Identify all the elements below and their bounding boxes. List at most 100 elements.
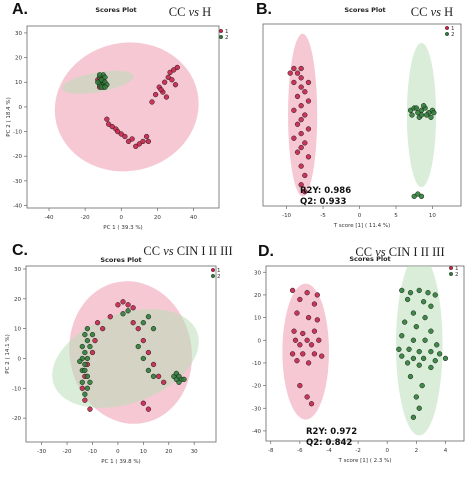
x-axis-label: T score [1] ( 11.4 %) bbox=[333, 223, 390, 229]
point-class-1 bbox=[130, 320, 136, 326]
point-class-1 bbox=[311, 301, 318, 307]
point-class-1 bbox=[150, 361, 157, 368]
legend-marker-2 bbox=[218, 35, 223, 40]
point-class-1 bbox=[311, 351, 318, 357]
x-tick-label: 0 bbox=[116, 449, 120, 455]
point-class-2 bbox=[416, 287, 422, 294]
x-tick-label: -6 bbox=[297, 448, 303, 454]
point-class-2 bbox=[428, 303, 434, 309]
point-class-2 bbox=[102, 84, 108, 90]
point-class-1 bbox=[294, 70, 301, 76]
point-class-1 bbox=[135, 325, 141, 332]
legend-marker-1 bbox=[449, 266, 454, 271]
point-class-2 bbox=[84, 337, 91, 344]
y-tick-label: -20 bbox=[13, 154, 22, 160]
point-class-1 bbox=[289, 351, 296, 357]
point-class-1 bbox=[125, 302, 131, 308]
point-class-1 bbox=[308, 342, 315, 348]
point-class-1 bbox=[109, 123, 115, 130]
legend-marker-2 bbox=[449, 272, 454, 277]
y-tick-label: 10 bbox=[14, 327, 21, 333]
legend-label-2: 2 bbox=[455, 272, 459, 278]
point-class-1 bbox=[294, 358, 300, 364]
point-class-2 bbox=[87, 343, 93, 350]
point-class-1 bbox=[294, 310, 300, 316]
point-class-2 bbox=[409, 112, 415, 118]
point-class-1 bbox=[305, 314, 312, 321]
point-class-2 bbox=[396, 346, 402, 352]
y-tick-label: -10 bbox=[12, 386, 21, 392]
point-class-2 bbox=[432, 358, 438, 364]
legend-label-1: 1 bbox=[225, 29, 229, 35]
point-class-2 bbox=[96, 72, 103, 78]
point-class-1 bbox=[297, 342, 303, 348]
point-class-1 bbox=[291, 107, 297, 113]
point-class-2 bbox=[84, 355, 91, 362]
point-class-1 bbox=[152, 91, 159, 98]
point-class-2 bbox=[410, 337, 417, 343]
point-class-1 bbox=[143, 133, 150, 140]
point-class-1 bbox=[311, 328, 318, 334]
point-class-1 bbox=[92, 337, 98, 344]
point-class-1 bbox=[298, 84, 304, 90]
point-class-2 bbox=[87, 379, 93, 385]
point-class-2 bbox=[420, 355, 427, 362]
point-class-1 bbox=[298, 182, 304, 188]
point-class-1 bbox=[305, 154, 312, 160]
point-class-2 bbox=[82, 391, 88, 397]
legend-marker-1 bbox=[210, 268, 215, 273]
y-tick-label: 20 bbox=[254, 293, 261, 299]
point-class-1 bbox=[100, 325, 106, 332]
point-class-2 bbox=[98, 77, 105, 83]
point-class-1 bbox=[136, 141, 143, 147]
point-class-1 bbox=[133, 143, 139, 150]
x-tick-label: 0 bbox=[120, 215, 124, 221]
point-class-1 bbox=[125, 138, 132, 145]
plot-title: Scores Plot bbox=[349, 255, 390, 263]
legend-marker-2 bbox=[210, 274, 215, 279]
point-class-2 bbox=[82, 331, 88, 338]
point-class-2 bbox=[442, 355, 449, 362]
y-tick-label: 10 bbox=[254, 316, 261, 322]
point-class-2 bbox=[404, 360, 411, 366]
point-class-1 bbox=[291, 79, 297, 86]
point-class-1 bbox=[104, 116, 110, 122]
point-class-2 bbox=[423, 112, 430, 118]
point-class-2 bbox=[82, 367, 88, 374]
point-class-2 bbox=[421, 103, 427, 109]
y-tick-label: -40 bbox=[252, 429, 261, 435]
point-class-1 bbox=[305, 126, 312, 132]
y-tick-label: -20 bbox=[252, 384, 261, 390]
point-class-2 bbox=[125, 308, 131, 314]
legend-label-2: 2 bbox=[217, 274, 221, 280]
point-class-1 bbox=[79, 385, 85, 391]
point-class-1 bbox=[300, 351, 306, 357]
point-class-2 bbox=[422, 337, 428, 343]
panel-label: A. bbox=[12, 1, 28, 18]
legend-label-1: 1 bbox=[455, 266, 459, 272]
point-class-1 bbox=[308, 401, 315, 407]
point-class-1 bbox=[115, 128, 121, 135]
x-tick-label: -8 bbox=[268, 448, 274, 454]
model-stat: Q2: 0.842 bbox=[306, 438, 352, 448]
point-class-2 bbox=[84, 325, 91, 332]
point-class-1 bbox=[298, 65, 304, 72]
point-class-1 bbox=[304, 394, 310, 400]
point-class-1 bbox=[145, 406, 152, 412]
y-tick-label: 30 bbox=[14, 267, 21, 273]
legend-label-2: 2 bbox=[225, 35, 229, 41]
point-class-2 bbox=[428, 328, 434, 334]
point-class-1 bbox=[294, 149, 301, 155]
x-tick-label: 2 bbox=[415, 448, 419, 454]
y-axis-label: PC 2 ( 14.1 %) bbox=[5, 334, 11, 373]
point-class-2 bbox=[418, 112, 425, 118]
point-class-2 bbox=[418, 193, 425, 200]
plot-area bbox=[282, 266, 449, 436]
plot-title: Scores Plot bbox=[100, 256, 141, 264]
y-tick-label: -10 bbox=[252, 361, 261, 367]
point-class-1 bbox=[302, 112, 308, 118]
point-class-1 bbox=[316, 337, 322, 343]
y-tick-label: -30 bbox=[13, 179, 22, 185]
